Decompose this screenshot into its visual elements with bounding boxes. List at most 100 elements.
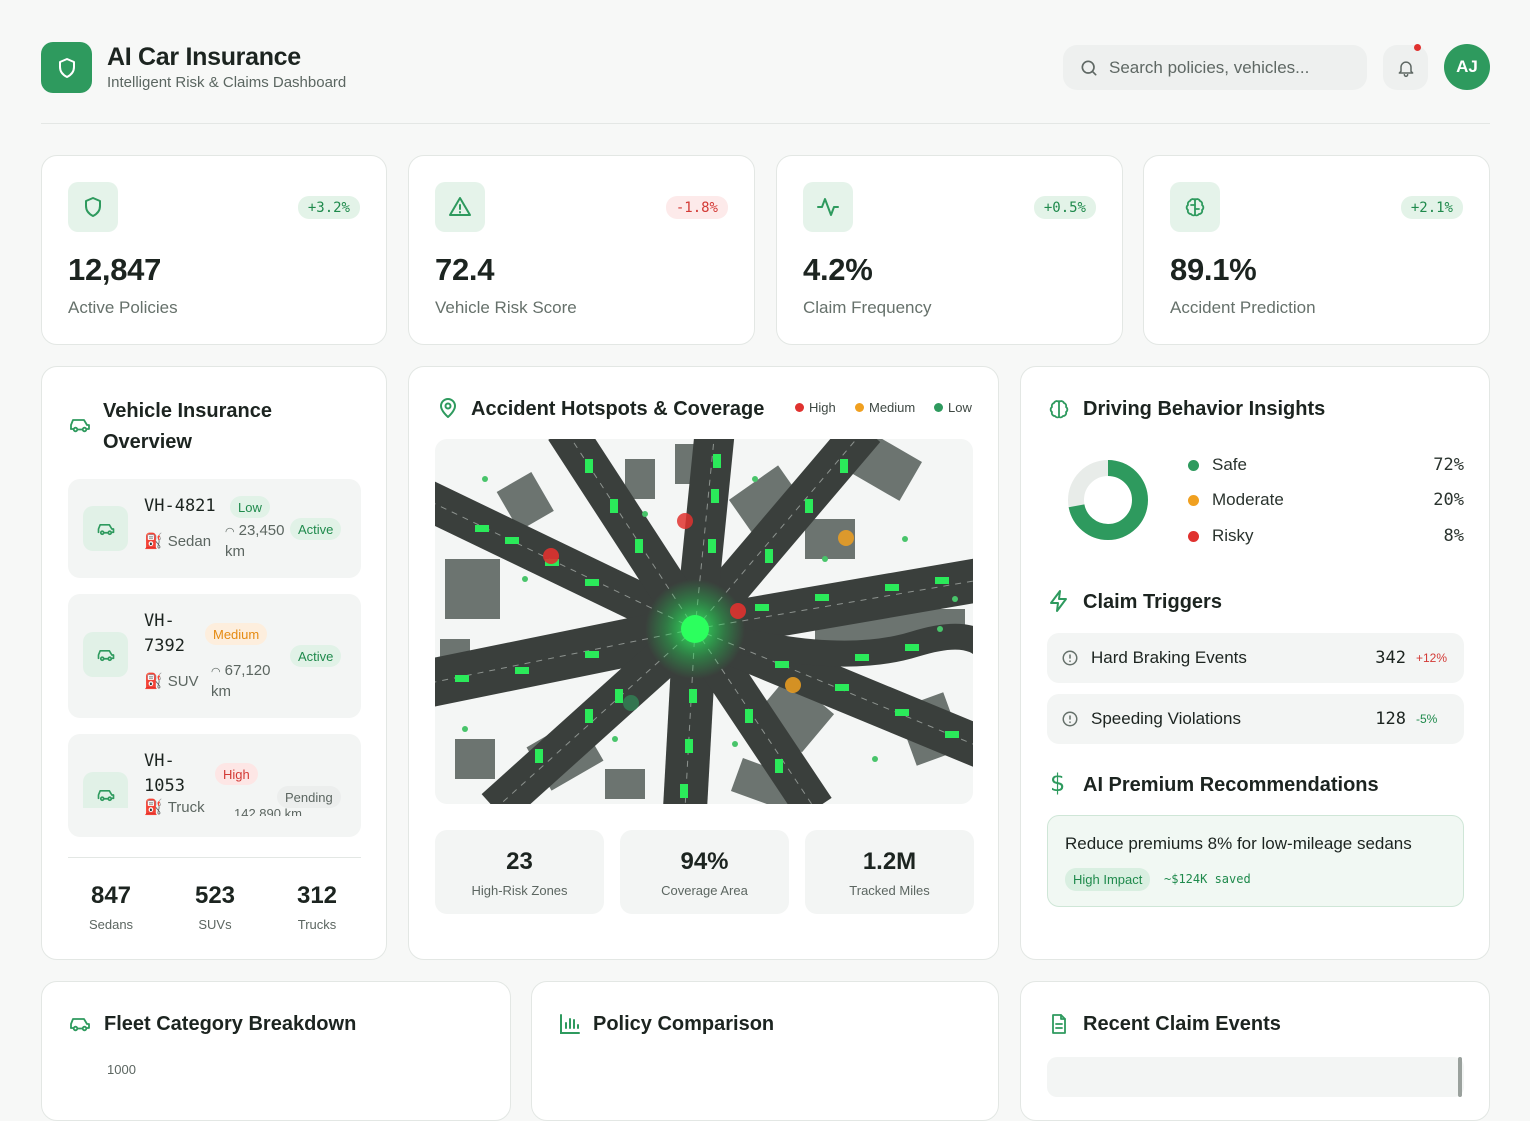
legend-dot	[934, 403, 943, 412]
legend-label: Low	[948, 400, 972, 415]
claim-triggers-title: Claim Triggers	[1083, 591, 1222, 613]
car-icon	[97, 649, 114, 661]
behavior-percent: 20%	[1433, 490, 1464, 510]
stat-label: Coverage Area	[661, 883, 748, 898]
vehicle-mileage: ◠ 23,450 km	[225, 521, 291, 562]
kpi-change-badge: -1.8%	[665, 196, 728, 219]
y-axis-tick: 1000	[107, 1062, 136, 1077]
vehicle-mileage: ◠ 67,120 km	[211, 661, 277, 702]
trigger-row-speeding[interactable]: Speeding Violations 128 -5%	[1047, 694, 1464, 744]
accident-hotspots-panel: Accident Hotspots & Coverage High Medium…	[408, 366, 999, 960]
vehicle-icon-box	[83, 632, 128, 677]
app-subtitle: Intelligent Risk & Claims Dashboard	[107, 74, 347, 91]
legend-dot	[855, 403, 864, 412]
trigger-name: Hard Braking Events	[1091, 648, 1247, 667]
alert-circle-icon	[1062, 650, 1078, 666]
vehicle-type-label: Truck	[167, 798, 205, 816]
kpi-label: Vehicle Risk Score	[435, 298, 577, 317]
behavior-label: Safe	[1212, 455, 1247, 474]
vehicle-overview-title: Vehicle Insurance Overview	[103, 400, 272, 453]
gauge-icon: ◠	[225, 526, 235, 538]
trigger-change: +12%	[1416, 651, 1448, 665]
recommendation-text: Reduce premiums 8% for low-mileage sedan…	[1065, 834, 1412, 853]
vehicle-item[interactable]: VH-7392 Medium ⛽ SUV ◠ 67,120 km Active	[68, 594, 361, 718]
stat-value: 23	[506, 848, 533, 875]
status-badge: Pending	[277, 786, 341, 808]
trigger-count: 342	[1375, 648, 1406, 668]
stat-label: High-Risk Zones	[471, 883, 568, 898]
behavior-donut	[1068, 460, 1148, 540]
policy-comparison-title: Policy Comparison	[593, 1013, 775, 1035]
legend-label: High	[809, 400, 836, 415]
kpi-value: 89.1%	[1170, 252, 1257, 287]
count-suvs-label: SUVs	[198, 917, 232, 932]
vehicle-id: VH-1053	[144, 751, 185, 796]
vehicle-id: VH-7392	[144, 611, 185, 656]
stat-value: 94%	[680, 848, 729, 875]
vehicle-icon-box	[83, 772, 128, 808]
legend-medium: Medium	[855, 400, 915, 415]
legend-low: Low	[934, 400, 972, 415]
vehicle-type-label: Sedan	[167, 532, 212, 550]
status-dot	[1188, 459, 1199, 471]
brain-icon	[1185, 198, 1205, 217]
impact-badge: High Impact	[1065, 868, 1151, 891]
driving-behavior-panel: Driving Behavior Insights Safe 72% Moder…	[1020, 366, 1490, 960]
gauge-icon: ◠	[211, 666, 221, 678]
alert-triangle-icon	[449, 197, 471, 216]
vehicle-id: VH-4821	[144, 496, 216, 516]
vehicle-type: ⛽ Sedan	[144, 532, 212, 551]
behavior-percent: 8%	[1443, 526, 1464, 546]
search-input[interactable]	[1109, 57, 1349, 78]
kpi-label: Accident Prediction	[1170, 298, 1316, 317]
vehicle-item[interactable]: VH-4821 Low ⛽ Sedan ◠ 23,450 km Active	[68, 479, 361, 578]
file-text-icon	[1052, 1014, 1066, 1034]
search-box[interactable]	[1063, 45, 1367, 90]
fleet-breakdown-panel: Fleet Category Breakdown 1000	[41, 981, 511, 1121]
kpi-value: 12,847	[68, 252, 162, 287]
kpi-card-claim-frequency: +0.5% 4.2% Claim Frequency	[776, 155, 1123, 345]
kpi-icon-box	[435, 182, 485, 232]
vehicle-item-visible	[68, 734, 361, 808]
bar-chart-icon	[560, 1014, 580, 1034]
shield-icon	[85, 197, 101, 217]
trigger-change: -5%	[1416, 712, 1438, 726]
vehicle-type: ⛽ Truck	[144, 798, 205, 817]
notifications-button[interactable]	[1383, 44, 1428, 90]
scrollbar-thumb[interactable]	[1458, 1057, 1462, 1097]
kpi-value: 4.2%	[803, 252, 873, 287]
count-sedans-value: 847	[90, 882, 132, 909]
legend-dot	[795, 403, 804, 412]
kpi-card-accident-prediction: +2.1% 89.1% Accident Prediction	[1143, 155, 1490, 345]
activity-icon	[817, 198, 839, 216]
vehicle-type: ⛽ SUV	[144, 672, 199, 691]
app-logo	[41, 42, 92, 93]
vehicle-details-clipped: ⛽ Truck 142,890 km	[68, 798, 361, 817]
hotspots-title: Accident Hotspots & Coverage	[471, 398, 765, 420]
count-trucks-value: 312	[296, 882, 338, 909]
premium-recommendation-card[interactable]: Reduce premiums 8% for low-mileage sedan…	[1047, 815, 1464, 907]
claim-event-row[interactable]	[1047, 1057, 1464, 1097]
app-header: AI Car Insurance Intelligent Risk & Clai…	[41, 40, 1490, 124]
fuel-icon: ⛽	[144, 673, 163, 690]
hotspot-map[interactable]	[435, 439, 973, 804]
trigger-row-hard-braking[interactable]: Hard Braking Events 342 +12%	[1047, 633, 1464, 683]
stat-value: 1.2M	[862, 848, 917, 875]
kpi-icon-box	[803, 182, 853, 232]
search-icon	[1081, 60, 1097, 75]
zap-icon	[1050, 590, 1067, 612]
fleet-title: Fleet Category Breakdown	[104, 1013, 357, 1035]
stat-label: Tracked Miles	[849, 883, 930, 898]
kpi-icon-box	[1170, 182, 1220, 232]
legend-label: Medium	[869, 400, 916, 415]
count-trucks-label: Trucks	[297, 917, 337, 932]
status-badge: Active	[290, 518, 342, 540]
count-suvs-value: 523	[194, 882, 236, 909]
kpi-icon-box	[68, 182, 118, 232]
behavior-percent: 72%	[1433, 455, 1464, 475]
user-avatar[interactable]: AJ	[1444, 44, 1490, 90]
divider	[68, 857, 361, 858]
behavior-row-safe: Safe 72%	[1188, 453, 1464, 477]
vehicle-item[interactable]: VH-1053 High ⛽ Truck 142,890 km Pending	[68, 734, 361, 837]
recent-claims-panel: Recent Claim Events	[1020, 981, 1490, 1121]
